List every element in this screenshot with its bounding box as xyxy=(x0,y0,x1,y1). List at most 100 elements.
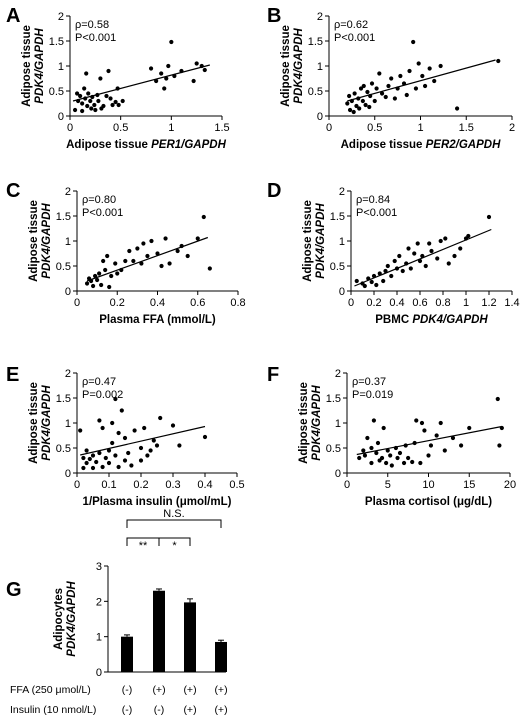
panel-f-data-point xyxy=(365,435,370,441)
panel-c-data-point xyxy=(131,258,136,264)
panel-c-data-point xyxy=(105,253,110,259)
panel-b-x-title-main: Adipose tissue xyxy=(341,139,426,151)
panel-c-data-point xyxy=(139,261,144,266)
panel-d-x-tick-label: 1 xyxy=(463,297,469,309)
panel-b-data-point xyxy=(365,89,370,95)
panel-b-x-tick-label: 1 xyxy=(417,122,423,134)
panel-c-data-point xyxy=(103,267,108,273)
panel-a-label: A xyxy=(6,5,20,27)
panel-f-data-point xyxy=(410,459,415,465)
panel-f-data-point xyxy=(395,455,400,461)
panel-f-data-point xyxy=(499,425,504,431)
panel-e-y-title-line2: PDK4/GAPDH xyxy=(41,385,53,461)
panel-d-data-point xyxy=(417,258,423,264)
panel-f-data-point xyxy=(362,453,368,458)
panel-a-y-title-line1: Adipose tissue xyxy=(21,25,33,107)
panel-d-data-point xyxy=(394,266,400,271)
panel-d-data-point xyxy=(366,276,371,281)
panel-e-x-tick-label: 0.5 xyxy=(229,479,244,491)
panel-e-data-point xyxy=(138,458,144,463)
panel-g-significance-label: N.S. xyxy=(163,508,184,520)
panel-c-data-point xyxy=(185,253,190,259)
panel-a-data-point xyxy=(95,92,100,98)
panel-f-y-tick-label: 0.5 xyxy=(326,443,341,455)
panel-c-data-point xyxy=(175,248,180,254)
panel-f-x-tick-label: 5 xyxy=(385,479,391,491)
panel-e-rho: ρ=0.47 xyxy=(82,376,116,388)
panel-b-data-point xyxy=(361,83,366,89)
panel-f-y-tick-label: 2 xyxy=(335,368,341,380)
panel-d-rho: ρ=0.84 xyxy=(356,194,390,206)
panel-f-x-tick-label: 0 xyxy=(344,479,350,491)
panel-e-x-tick-label: 0.4 xyxy=(197,479,212,491)
panel-e-data-point xyxy=(90,453,96,458)
panel-e-data-point xyxy=(97,450,102,456)
panel-f-x-tick-label: 15 xyxy=(463,479,475,491)
panel-f-data-point xyxy=(385,448,390,453)
panel-f-y-title-line1: Adipose tissue xyxy=(298,382,310,464)
panel-e-data-point xyxy=(158,415,163,421)
panel-e-y-tick-label: 2 xyxy=(65,368,71,380)
panel-g-y-tick-label: 3 xyxy=(96,561,102,573)
panel-d-data-point xyxy=(389,273,394,279)
panel-f-data-point xyxy=(414,418,419,423)
panel-a-data-point xyxy=(83,96,88,101)
panel-a-data-point xyxy=(90,94,95,100)
panel-d-x-title-main: PBMC xyxy=(375,314,412,326)
panel-e-data-point xyxy=(110,420,115,426)
panel-d-data-point xyxy=(377,271,382,276)
panel-b-data-point xyxy=(363,102,368,108)
panel-e-data-point xyxy=(84,448,89,453)
panel-a-data-point xyxy=(169,39,174,45)
panel-a-x-title-italic: PER1/GAPDH xyxy=(151,139,226,151)
panel-b-y-title: Adipose tissuePDK4/GAPDH xyxy=(280,25,305,107)
panel-c-data-point xyxy=(135,246,140,251)
panel-a-data-point xyxy=(148,66,154,71)
panel-d-y-title-line1: Adipose tissue xyxy=(302,200,314,282)
panel-f-x-title: Plasma cortisol (μg/dL) xyxy=(365,496,492,508)
panel-f-data-point xyxy=(389,463,394,468)
panel-b-data-point xyxy=(395,86,400,91)
panel-g-bar xyxy=(215,641,227,672)
panel-a-data-point xyxy=(104,93,109,99)
panel-a-y-title-line2: PDK4/GAPDH xyxy=(34,28,46,104)
panel-c-data-point xyxy=(179,243,184,249)
panel-d-data-point xyxy=(443,236,448,241)
panel-d-p-value: P<0.001 xyxy=(356,207,397,219)
panel-b-label: B xyxy=(267,5,281,27)
panel-b-data-point xyxy=(416,61,421,66)
panel-b-x-tick-label: 1.5 xyxy=(459,122,474,134)
panel-a-x-tick-label: 1 xyxy=(168,122,174,134)
panel-c-y-tick-label: 0.5 xyxy=(56,261,71,273)
panel-b-data-point xyxy=(389,76,394,81)
panel-b-x-title: Adipose tissue PER2/GAPDH xyxy=(341,139,501,151)
panel-e-data-point xyxy=(132,428,137,433)
panel-b-data-point xyxy=(367,104,372,110)
panel-a-data-point xyxy=(115,86,120,91)
panel-b-data-point xyxy=(354,103,359,109)
panel-d-data-point xyxy=(420,253,425,259)
panel-d-data-point xyxy=(435,256,440,261)
panel-d-data-point xyxy=(429,248,434,254)
panel-c-data-point xyxy=(195,236,200,241)
panel-d-x-title-italic: PDK4/GAPDH xyxy=(412,314,488,326)
panel-c-data-point xyxy=(107,284,112,290)
panel-a-data-point xyxy=(74,91,80,96)
panel-g-condition-value: (-) xyxy=(122,684,133,696)
panel-d-data-point xyxy=(354,278,359,284)
panel-d-data-point xyxy=(486,214,492,220)
panel-e-data-point xyxy=(78,428,83,433)
panel-g-significance-label: * xyxy=(172,540,177,552)
panel-e-p-value: P=0.002 xyxy=(82,389,123,401)
panel-b-data-point xyxy=(427,66,432,71)
panel-e-data-point xyxy=(129,463,134,468)
panel-f-data-point xyxy=(428,443,434,448)
panel-e-data-point xyxy=(145,453,150,458)
panel-e-y-title: Adipose tissuePDK4/GAPDH xyxy=(28,382,53,464)
panel-c-y-tick-label: 1 xyxy=(65,236,71,248)
panel-c-data-point xyxy=(99,282,104,288)
panel-a-data-point xyxy=(113,99,118,105)
panel-a-data-point xyxy=(85,103,90,109)
